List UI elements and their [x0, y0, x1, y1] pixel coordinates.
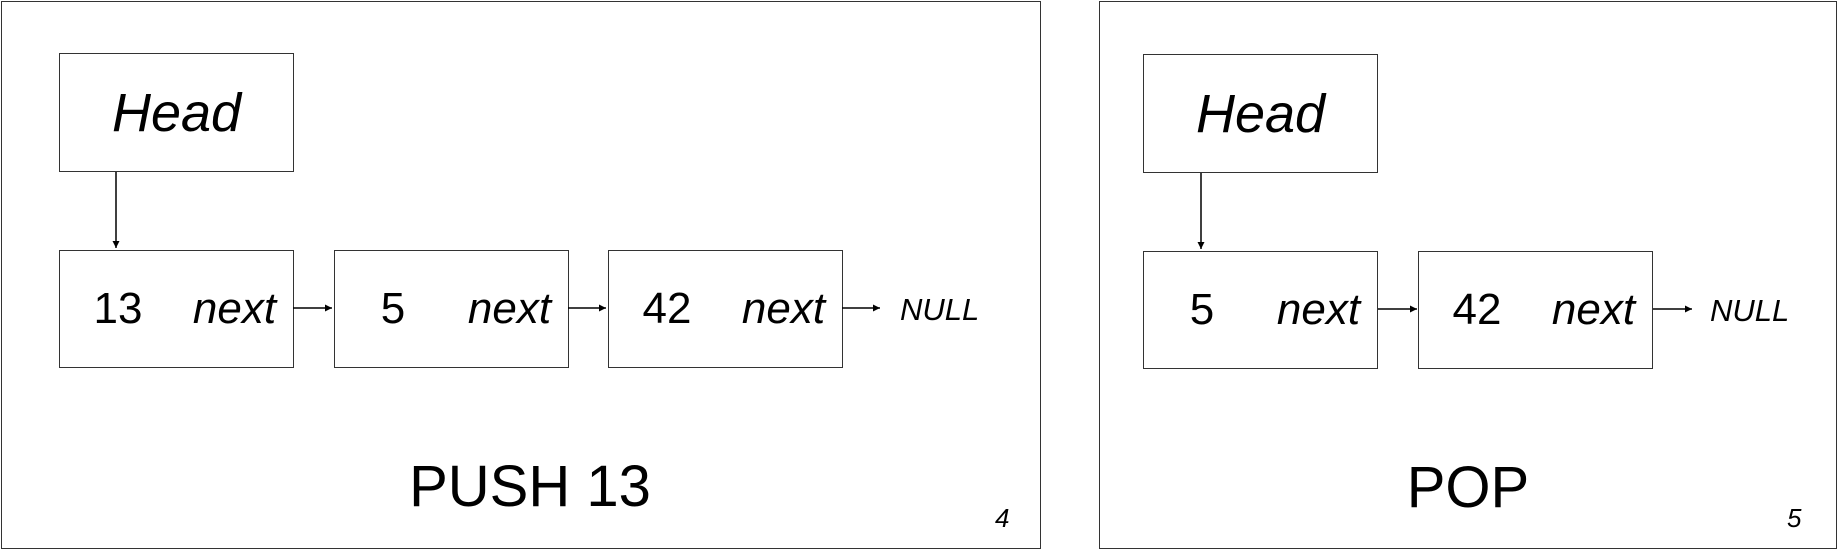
node-value-cell: 5 [1143, 251, 1261, 369]
node-next-label: next [1276, 285, 1361, 334]
node-value-cell: 13 [59, 250, 177, 368]
null-terminator: NULL [900, 292, 980, 327]
node-next-label: next [741, 284, 826, 333]
head-label: Head [1195, 83, 1326, 144]
slide-push: Head 13 next 5 next 42 next NULL PUSH 13… [1, 1, 1041, 549]
node-next-label: next [1551, 285, 1636, 334]
head-label: Head [111, 82, 242, 143]
slide-caption: POP [1406, 455, 1530, 520]
slide-caption: PUSH 13 [409, 454, 651, 519]
head-box: Head [59, 53, 294, 172]
node-next-label: next [192, 284, 277, 333]
node-next-cell: next [1535, 251, 1653, 369]
node-next-cell: next [451, 250, 569, 368]
slide-number: 4 [995, 503, 1010, 533]
node-next-cell: next [1260, 251, 1378, 369]
node-next-cell: next [176, 250, 294, 368]
slide-pop: Head 5 next 42 next NULL POP 5 [1099, 1, 1837, 549]
null-terminator: NULL [1710, 293, 1790, 328]
node-value: 42 [642, 284, 692, 333]
node-value: 5 [380, 284, 406, 333]
node-value-cell: 5 [334, 250, 452, 368]
slide-number: 5 [1787, 503, 1802, 533]
head-box: Head [1143, 54, 1378, 173]
node-value-cell: 42 [608, 250, 726, 368]
node-value: 42 [1452, 285, 1502, 334]
node-value-cell: 42 [1418, 251, 1536, 369]
node-next-label: next [467, 284, 552, 333]
node-value: 13 [93, 284, 143, 333]
node-value: 5 [1189, 285, 1215, 334]
node-next-cell: next [725, 250, 843, 368]
